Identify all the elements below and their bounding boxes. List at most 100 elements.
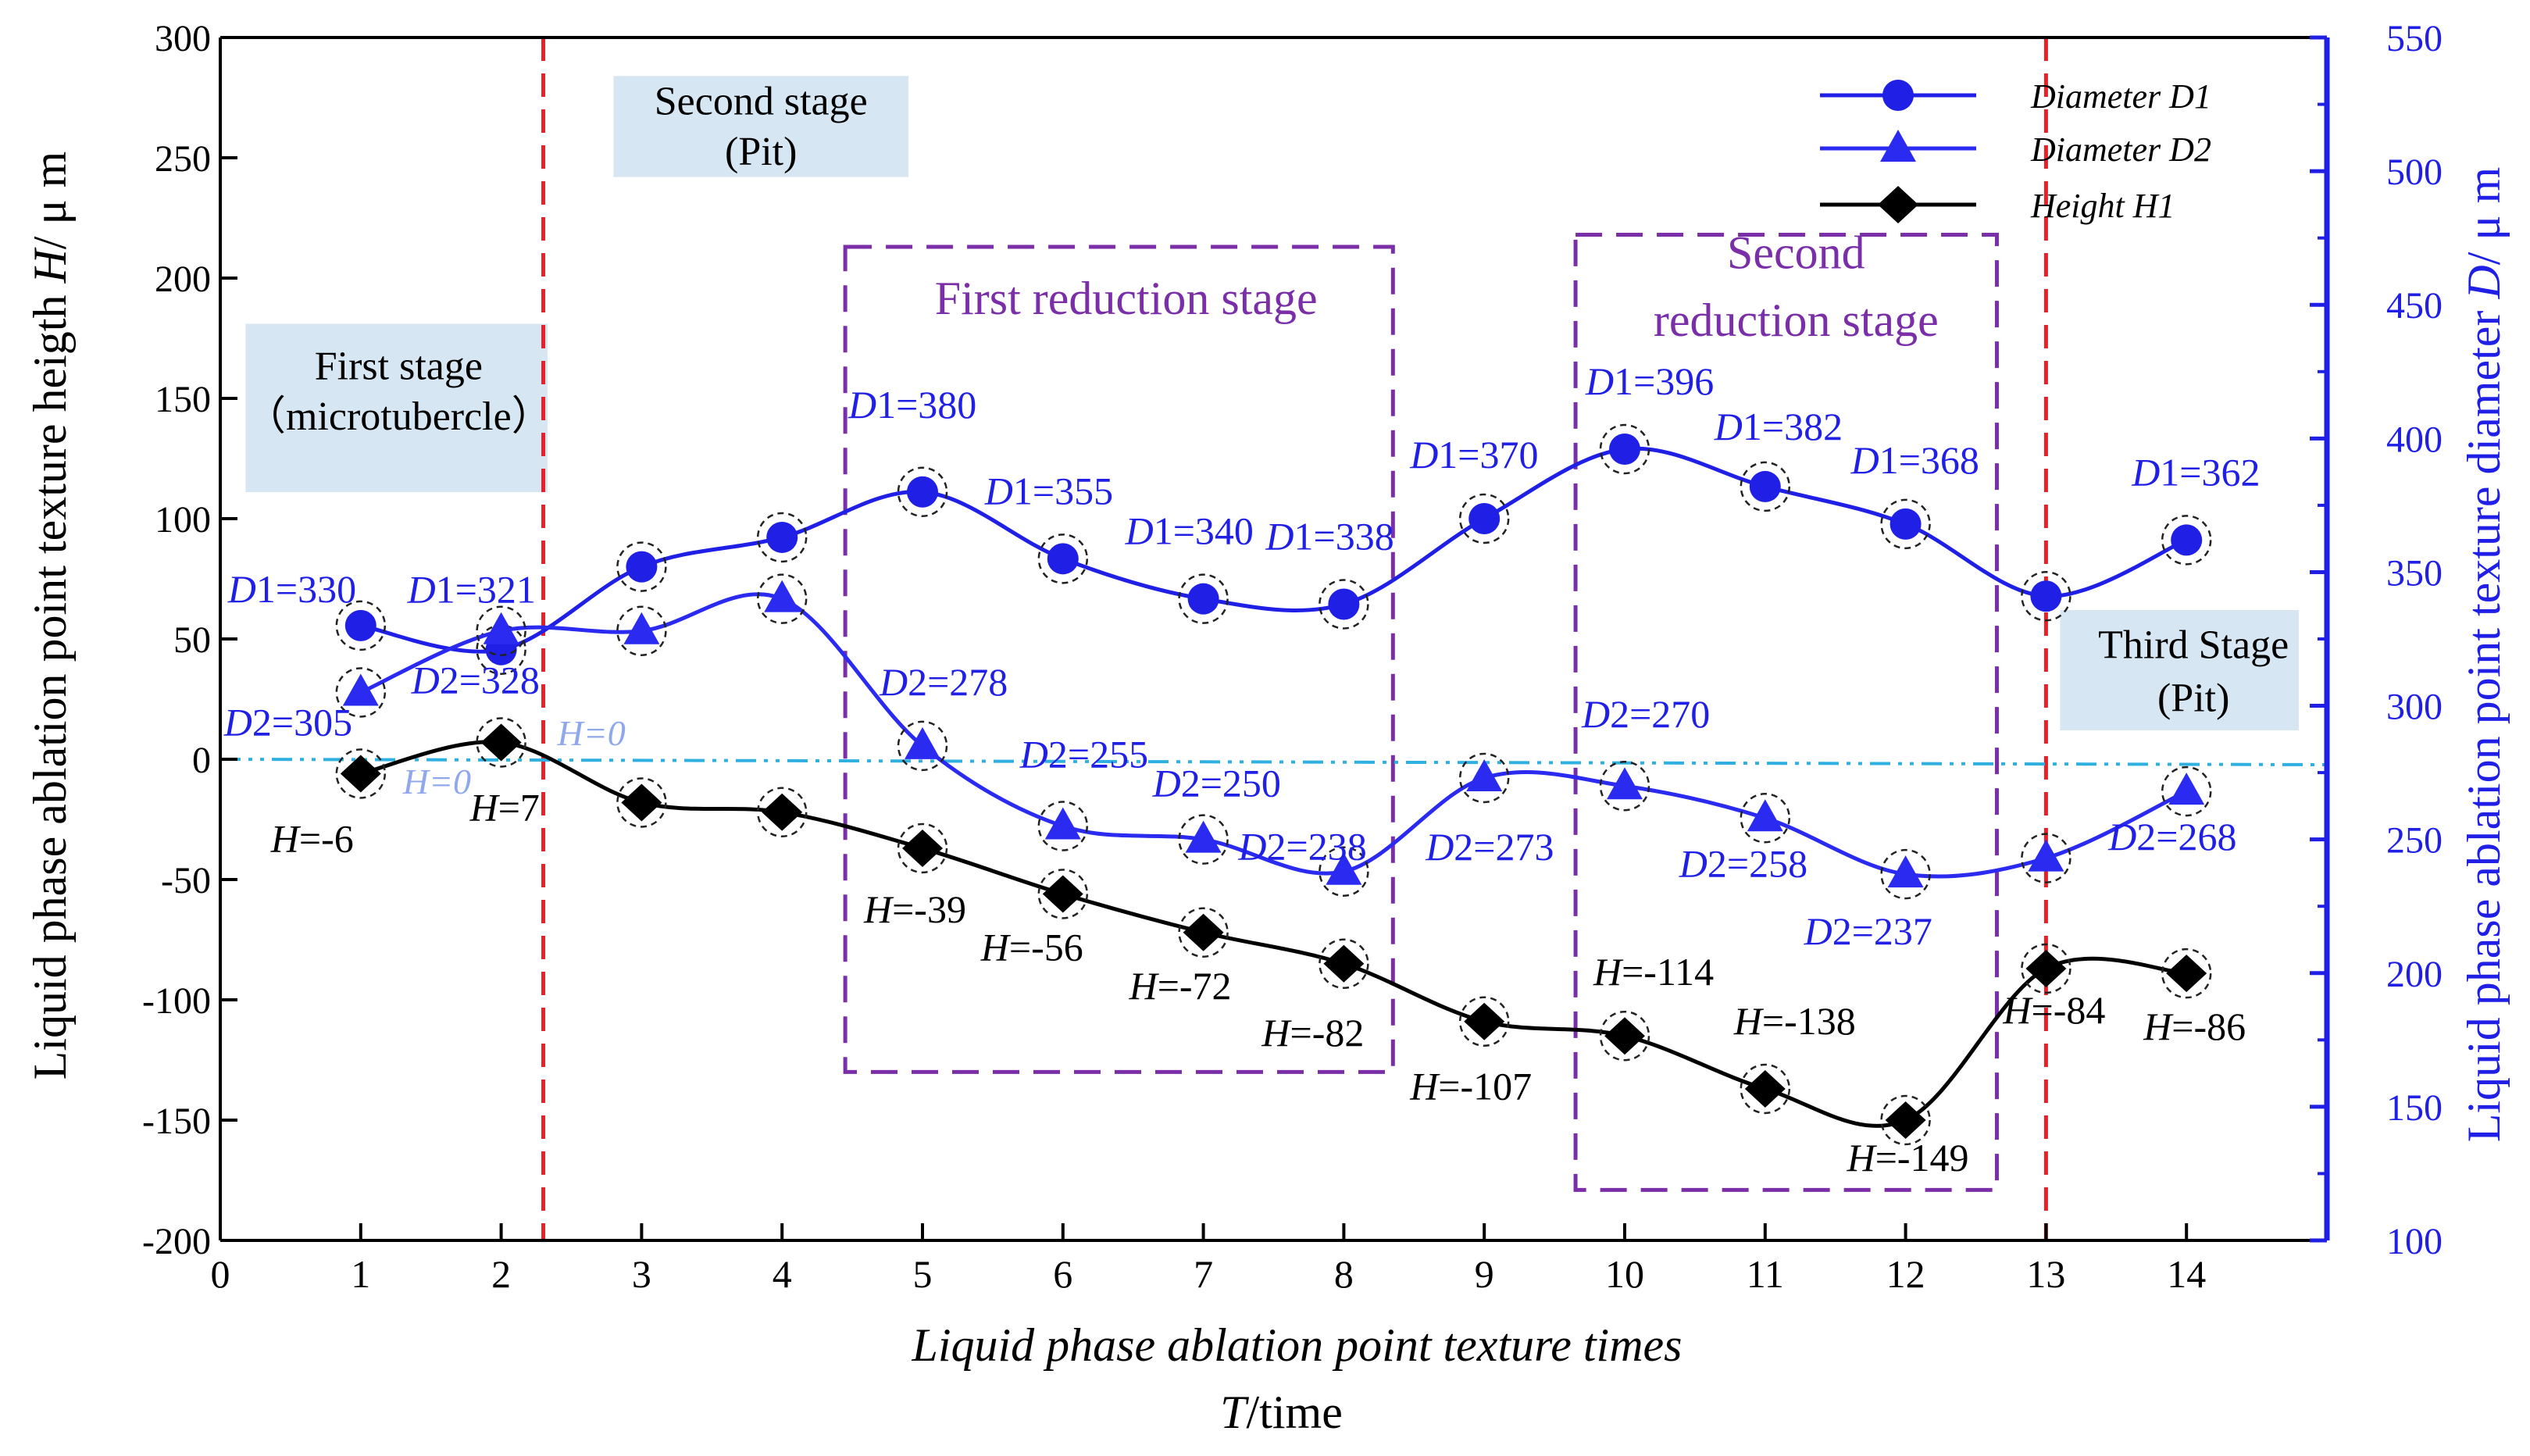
series-3-data-label-2: H=7: [469, 785, 540, 829]
series-3-data-label-13-val: =-84: [2032, 988, 2106, 1032]
series-1-data-label-9-var: D: [1409, 433, 1438, 476]
series-1-point-13: [2030, 580, 2062, 612]
series-3-data-label-12-var: H: [1847, 1136, 1878, 1179]
series-1-data-label-11: D1=382: [1714, 405, 1843, 448]
series-2-point-2: [483, 612, 519, 644]
series-2-point-3: [623, 612, 660, 644]
series-1-data-label-1-var: D: [227, 567, 256, 611]
series-3-point-10-halo: [1599, 1010, 1650, 1062]
series-3-point-5-halo: [897, 823, 948, 874]
series-2-point-8-halo: [1319, 846, 1369, 897]
series-3-data-label-7-val: =-72: [1158, 964, 1232, 1008]
y-right-tick-label-300: 300: [2386, 687, 2443, 728]
series-3-data-label-8-var: H: [1261, 1011, 1292, 1055]
y-left-tick-label-100: 100: [155, 499, 211, 541]
x-tick-label-6: 6: [1053, 1252, 1072, 1296]
series-1-data-label-6: D1=355: [984, 469, 1113, 512]
series-1-point-10: [1609, 434, 1640, 466]
series-3-data-label-5-val: =-39: [892, 887, 966, 931]
series-3-data-label-5-var: H: [863, 887, 894, 931]
legend-marker-3: [1878, 186, 1918, 223]
series-3-point-13: [2025, 949, 2067, 987]
series-1-data-label-9: D1=370: [1409, 433, 1538, 476]
series-1-data-label-1-val: 1=330: [256, 567, 356, 611]
series-1-data-label-11-var: D: [1714, 405, 1743, 448]
stage-box-3-text-1: Third Stage: [2098, 623, 2289, 668]
x-tick-label-9: 9: [1475, 1252, 1494, 1296]
series-3-data-label-1-val: =-6: [299, 816, 354, 860]
series-3-point-12-halo: [1880, 1094, 1931, 1146]
series-3-point-8-halo: [1319, 938, 1369, 990]
series-3-data-label-2-var: H: [469, 785, 501, 829]
series-3-data-label-2-val: =7: [498, 785, 540, 829]
series-2-point-4-halo: [756, 573, 808, 624]
series-3-point-4: [762, 793, 803, 831]
series-2-point-7-halo: [1178, 814, 1229, 865]
series-3-data-label-11-var: H: [1733, 999, 1765, 1043]
y-left-tick-label--50: -50: [161, 860, 211, 901]
series-3-point-3-halo: [616, 777, 667, 828]
series-3-point-11-halo: [1740, 1063, 1791, 1115]
series-3-point-9: [1464, 1002, 1505, 1040]
series-2-point-10: [1607, 767, 1643, 800]
series-2-data-label-7-val: 2=250: [1181, 762, 1281, 805]
series-1-data-label-14-val: 1=362: [2160, 450, 2260, 494]
series-2-data-label-8-var: D: [1237, 825, 1266, 869]
series-3-data-label-14-var: H: [2143, 1005, 2174, 1048]
series-1-point-12-halo: [1880, 498, 1931, 550]
series-2-data-label-14: D2=268: [2107, 815, 2236, 858]
labels-layer: First stage （microtubercle） Second stage (P…: [223, 80, 2289, 1179]
x-tick-label-12: 12: [1886, 1252, 1925, 1296]
series-2-data-label-11-val: 2=258: [1707, 841, 1807, 885]
series-2-data-label-10-var: D: [1581, 692, 1610, 736]
series-1-data-label-7-var: D: [1125, 509, 1154, 553]
series-2-point-11: [1747, 799, 1783, 832]
series-1-data-label-12: D1=368: [1850, 438, 1979, 482]
series-3-data-label-10-val: =-114: [1622, 950, 1714, 994]
series-2-point-13: [2028, 839, 2064, 872]
reduction-box-1-text-1: First reduction stage: [935, 273, 1318, 324]
series-1-data-label-2-var: D: [407, 568, 436, 612]
series-1-point-11: [1749, 470, 1781, 502]
x-tick-label-11: 11: [1747, 1252, 1784, 1296]
x-tick-label-13: 13: [2026, 1252, 2065, 1296]
y-axis-right-title-part-3: / μ m: [2458, 167, 2510, 266]
series-3-data-label-7-var: H: [1129, 964, 1160, 1008]
series-3-point-13-halo: [2021, 943, 2071, 994]
x-tick-label-5: 5: [913, 1252, 933, 1296]
legend-label-3: Height H1: [2030, 187, 2175, 225]
y-left-tick-label-0: 0: [192, 740, 211, 781]
series-2-point-14: [2168, 773, 2205, 805]
y-right-tick-label-200: 200: [2386, 954, 2443, 995]
y-left-tick-label-200: 200: [155, 259, 211, 300]
series-1-point-14: [2171, 524, 2203, 556]
series-1-point-4: [766, 521, 798, 553]
series-3-data-label-8-val: =-82: [1290, 1011, 1365, 1055]
series-1-data-label-2-val: 1=321: [436, 568, 536, 612]
series-2-point-13-halo: [2021, 833, 2071, 883]
y-left-tick-label--100: -100: [142, 980, 211, 1022]
series-3-data-label-1: H=-6: [270, 816, 354, 860]
series-2-point-8: [1326, 852, 1362, 885]
series-2-point-11-halo: [1740, 793, 1791, 844]
x-tick-label-2: 2: [491, 1252, 511, 1296]
series-2-data-label-6-val: 2=255: [1048, 733, 1148, 776]
series-2-data-label-11: D2=258: [1679, 841, 1807, 885]
series-1-data-label-10-var: D: [1585, 359, 1614, 403]
x-tick-label-10: 10: [1605, 1252, 1644, 1296]
series-2-data-label-5-val: 2=278: [908, 660, 1008, 704]
baseline-label-lower: H=0: [402, 762, 471, 801]
series-1-data-label-1: D1=330: [227, 567, 356, 611]
series-1-point-14-halo: [2161, 515, 2212, 566]
series-1-point-6: [1047, 543, 1079, 575]
stage-box-1-text-2: （microtubercle）: [245, 394, 552, 439]
series-3-point-6: [1042, 875, 1083, 913]
y-left-tick-label-50: 50: [173, 619, 211, 661]
reduction-box-2-text-1: Second: [1727, 227, 1865, 279]
series-1-data-label-12-var: D: [1850, 438, 1879, 482]
x-axis-title-line2: T/time: [1220, 1386, 1343, 1438]
series-1-point-5: [907, 476, 938, 508]
series-3-point-7-halo: [1178, 907, 1229, 958]
series-1-data-label-14-var: D: [2131, 450, 2160, 494]
